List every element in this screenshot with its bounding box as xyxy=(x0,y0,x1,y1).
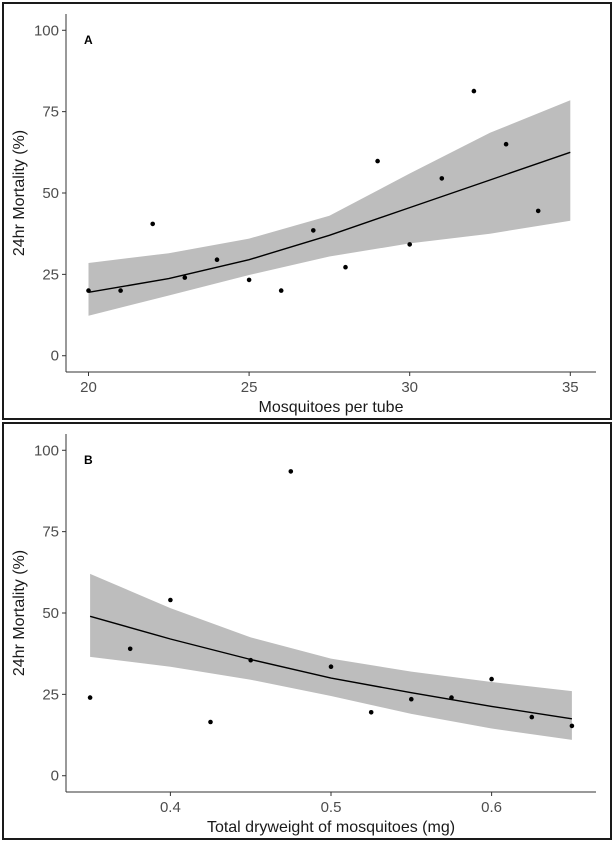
data-point xyxy=(208,719,213,725)
x-tick-label: 25 xyxy=(241,379,258,396)
data-point xyxy=(182,275,188,280)
chart-panel-a: 0 25 50 75 100 20 25 30 35 Mosquitoes per tube 24h… xyxy=(2,2,612,420)
x-tick-label: 20 xyxy=(80,379,97,396)
confidence-band xyxy=(88,100,571,316)
data-point xyxy=(288,469,294,474)
data-point xyxy=(118,288,123,293)
data-point xyxy=(311,228,316,233)
data-point xyxy=(127,646,133,652)
data-point xyxy=(489,676,494,682)
data-point xyxy=(150,221,155,227)
data-point xyxy=(529,714,535,720)
y-tick-label: 75 xyxy=(42,104,59,121)
x-tick-label: 0.4 xyxy=(160,799,181,816)
x-axis-title: Mosquitoes per tube xyxy=(259,399,404,416)
data-point xyxy=(87,695,93,700)
data-point xyxy=(409,696,414,702)
y-tick-label: 25 xyxy=(42,686,59,703)
data-point xyxy=(439,176,445,181)
y-tick-label: 50 xyxy=(42,605,59,622)
y-tick-label: 0 xyxy=(51,348,59,365)
data-point xyxy=(449,695,454,700)
y-tick-label: 100 xyxy=(34,22,59,39)
y-tick-label: 25 xyxy=(42,266,59,283)
data-point xyxy=(375,158,380,164)
y-axis-title: 24hr Mortality (%) xyxy=(11,550,28,676)
data-point xyxy=(569,723,575,729)
data-point xyxy=(368,710,374,715)
data-point xyxy=(328,664,334,669)
x-tick-label: 30 xyxy=(401,379,418,396)
fitted-line xyxy=(88,151,571,293)
y-axis-title: 24hr Mortality (%) xyxy=(11,130,28,256)
scatter-plot-b: 0 25 50 75 100 0.4 0.5 0.6 Total dryweight of mo… xyxy=(11,434,596,836)
data-point xyxy=(407,242,413,247)
x-axis-title: Total dryweight of mosquitoes (mg) xyxy=(207,819,455,836)
x-tick-label: 0.6 xyxy=(481,799,502,816)
y-tick-label: 50 xyxy=(42,185,59,202)
data-point xyxy=(471,88,477,94)
data-point xyxy=(343,264,348,270)
x-tick-label: 35 xyxy=(562,379,579,396)
confidence-band xyxy=(90,573,572,740)
data-point xyxy=(86,288,91,293)
data-point xyxy=(248,657,253,663)
scatter-plot-a: 0 25 50 75 100 20 25 30 35 Mosquitoes per tube 24h… xyxy=(11,14,596,416)
y-tick-label: 0 xyxy=(51,768,59,785)
data-point xyxy=(168,597,173,603)
y-tick-label: 75 xyxy=(42,524,59,541)
panel-label: A xyxy=(84,33,93,47)
panel-label: B xyxy=(84,453,93,467)
y-tick-label: 100 xyxy=(34,442,59,459)
x-tick-label: 0.5 xyxy=(321,799,342,816)
fitted-line xyxy=(89,615,573,720)
data-point xyxy=(246,277,252,283)
data-point xyxy=(278,288,284,293)
data-point xyxy=(535,208,541,214)
chart-panel-b: 0 25 50 75 100 0.4 0.5 0.6 Total dryweight of mo… xyxy=(2,422,612,840)
data-point xyxy=(503,141,509,147)
data-point xyxy=(214,257,220,262)
